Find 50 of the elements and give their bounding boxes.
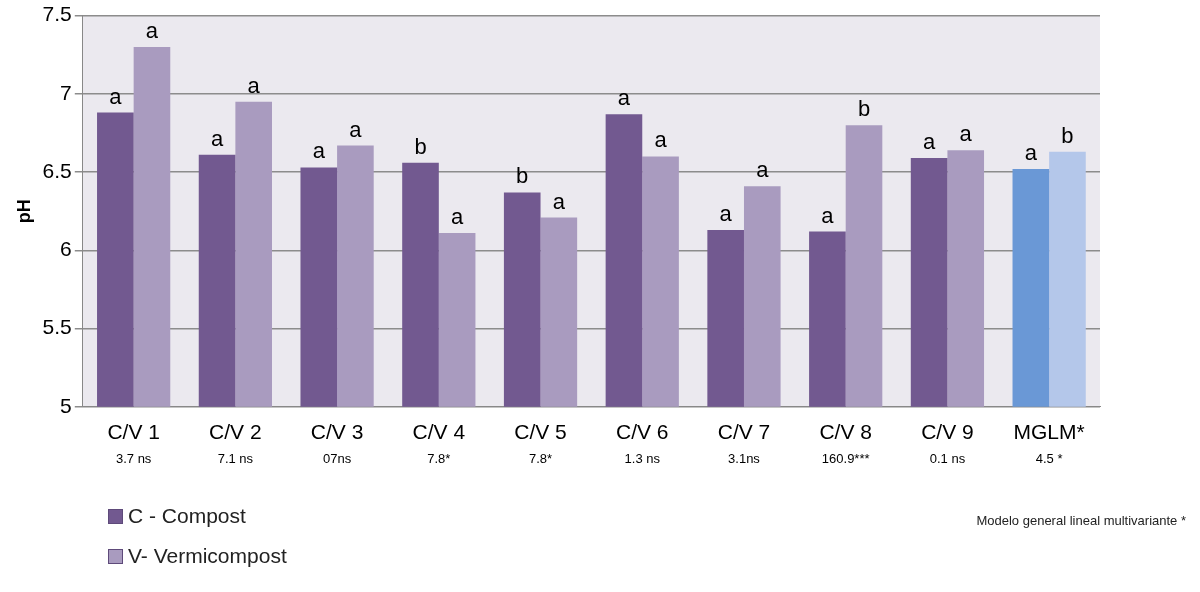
data-label: b <box>516 163 529 189</box>
x-tick-label: C/V 6 <box>615 420 669 444</box>
y-tick-label: 6 <box>60 237 72 261</box>
data-label: b <box>414 133 427 159</box>
text: Modelo general lineal multivariante * <box>976 513 1186 528</box>
x-tick-label: MGLM* <box>1013 420 1085 444</box>
legend-label: C - Compost <box>128 504 246 528</box>
data-label: a <box>654 127 668 153</box>
data-label: a <box>312 138 326 164</box>
data-label: a <box>922 129 936 155</box>
annotation: 160.9*** <box>821 450 870 466</box>
x-tick-label: C/V 9 <box>921 420 974 444</box>
x-tick-label: C/V 7 <box>717 420 771 444</box>
data-label: a <box>821 202 835 228</box>
legend-label: V- Vermicompost <box>128 544 287 568</box>
data-label: a <box>247 72 261 98</box>
annotation: 1.3 ns <box>624 450 661 466</box>
x-tick-label: C/V 5 <box>514 420 567 444</box>
data-label: b <box>857 96 871 122</box>
data-label: a <box>1024 140 1038 166</box>
data-label: a <box>756 157 770 183</box>
data-label: a <box>451 204 464 230</box>
data-label: a <box>145 17 159 43</box>
annotation: 7.8* <box>427 450 451 466</box>
y-axis-title: pH <box>13 199 34 224</box>
annotation: 7.8* <box>528 450 553 466</box>
annotation: 3.1ns <box>728 450 761 466</box>
data-label: a <box>552 188 566 214</box>
x-tick-label: C/V 8 <box>819 420 872 444</box>
data-label: a <box>349 116 363 142</box>
annotation: 07ns <box>322 450 352 466</box>
y-tick-label: 7 <box>60 80 72 104</box>
annotation: 0.1 ns <box>929 450 966 466</box>
data-label: a <box>210 125 224 151</box>
y-tick-label: 5.5 <box>42 315 72 339</box>
y-tick-label: 7.5 <box>42 2 72 26</box>
x-tick-label: C/V 3 <box>310 420 364 444</box>
annotation: 7.1 ns <box>217 450 254 466</box>
data-label: a <box>719 201 733 227</box>
y-tick-label: 5 <box>60 393 72 417</box>
data-label: a <box>617 85 631 111</box>
x-tick-label: C/V 1 <box>107 420 160 444</box>
data-label: a <box>959 121 973 147</box>
annotation: 4.5 * <box>1035 450 1063 466</box>
data-label: b <box>1061 122 1074 148</box>
x-tick-label: C/V 4 <box>412 420 466 444</box>
data-label: a <box>109 83 123 109</box>
annotation: 3.7 ns <box>115 450 152 466</box>
y-tick-label: 6.5 <box>42 158 72 182</box>
x-tick-label: C/V 2 <box>209 420 262 444</box>
